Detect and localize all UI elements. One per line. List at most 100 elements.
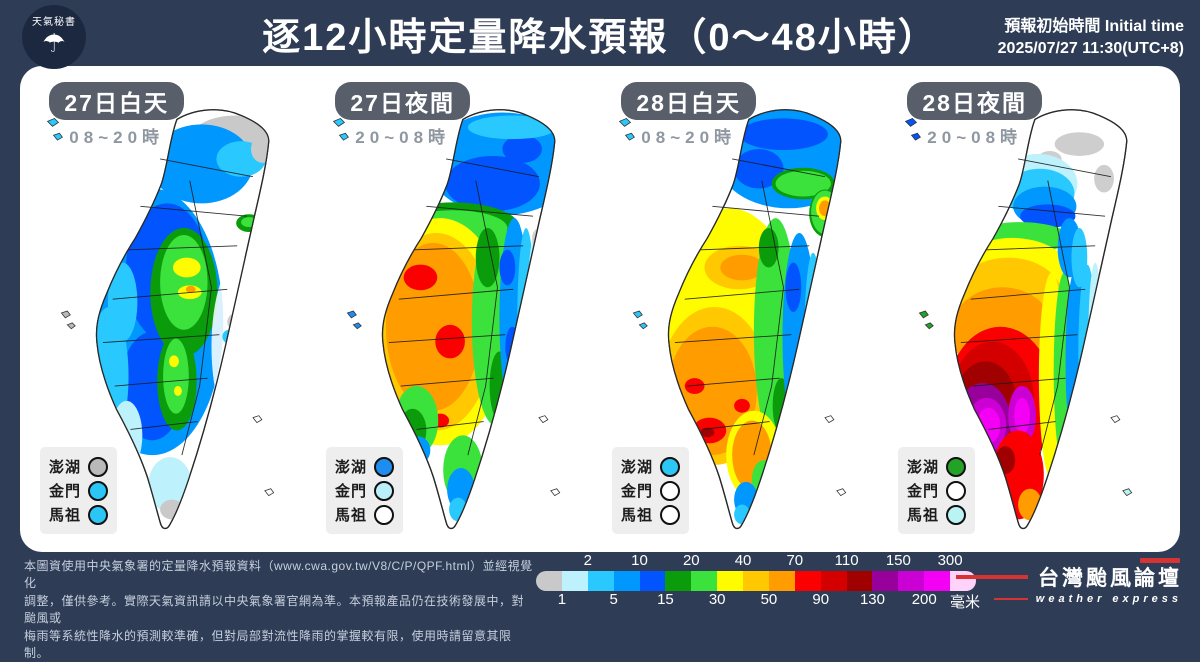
island-row: 澎湖 bbox=[49, 456, 109, 477]
panel-28-day-header: 28日白天 08~20時 bbox=[600, 82, 777, 148]
island-label: 澎湖 bbox=[907, 459, 940, 476]
initial-time-block: 預報初始時間 Initial time 2025/07/27 11:30(UTC… bbox=[998, 16, 1184, 59]
island-color-dot bbox=[88, 456, 109, 477]
panel-title-badge: 27日夜間 bbox=[335, 82, 470, 120]
brand-tag-mark bbox=[1140, 558, 1180, 563]
panel-27-night-header: 27日夜間 20~08時 bbox=[314, 82, 491, 148]
panel-time-range: 20~08時 bbox=[927, 128, 1023, 147]
scale-segment bbox=[613, 571, 640, 591]
island-row: 金門 bbox=[621, 480, 681, 501]
island-label: 金門 bbox=[49, 483, 82, 500]
islands-legend: 澎湖 金門 馬祖 bbox=[612, 447, 690, 534]
footer: 本圖資使用中央氣象署的定量降水預報資料（www.cwa.gov.tw/V8/C/… bbox=[0, 552, 1200, 660]
islands-legend: 澎湖 金門 馬祖 bbox=[326, 447, 404, 534]
island-color-dot bbox=[374, 456, 395, 477]
island-color-dot bbox=[660, 504, 681, 525]
panel-27-night: 27日夜間 20~08時 bbox=[314, 74, 600, 546]
rain-map-28-day bbox=[618, 109, 847, 530]
forecast-card: 27日白天 08~20時 bbox=[20, 66, 1180, 552]
scale-segment bbox=[743, 571, 769, 591]
island-label: 馬祖 bbox=[335, 507, 368, 524]
brand-red-dash bbox=[956, 575, 1028, 579]
scale-segment bbox=[639, 571, 666, 591]
scale-tick-label: 15 bbox=[657, 591, 674, 608]
scale-segment bbox=[872, 571, 899, 591]
scale-segment bbox=[794, 571, 821, 591]
scale-tick-label: 50 bbox=[760, 591, 778, 608]
island-label: 馬祖 bbox=[621, 507, 654, 524]
island-color-dot bbox=[660, 480, 681, 501]
scale-segment bbox=[536, 571, 562, 591]
scale-segment bbox=[898, 571, 925, 591]
scale-tick-label: 1 bbox=[557, 591, 567, 608]
panel-27-day: 27日白天 08~20時 bbox=[28, 74, 314, 546]
island-label: 金門 bbox=[621, 483, 654, 500]
initial-time-label: 預報初始時間 Initial time bbox=[1004, 18, 1184, 35]
initial-time-value: 2025/07/27 11:30(UTC+8) bbox=[997, 39, 1184, 57]
panel-title-badge: 27日白天 bbox=[49, 82, 184, 120]
panel-title-badge: 28日白天 bbox=[621, 82, 756, 120]
island-row: 金門 bbox=[49, 480, 109, 501]
island-row: 澎湖 bbox=[335, 456, 395, 477]
scale-tick-label: 300 bbox=[937, 552, 963, 569]
island-row: 金門 bbox=[907, 480, 967, 501]
island-color-dot bbox=[374, 504, 395, 525]
site-logo: 天氣秘書 ☂ bbox=[22, 5, 86, 69]
scale-tick-label: 70 bbox=[786, 552, 804, 569]
scale-segment bbox=[846, 571, 873, 591]
scale-tick-label: 200 bbox=[911, 591, 937, 608]
scale-tick-label: 5 bbox=[609, 591, 618, 608]
islands-legend: 澎湖 金門 馬祖 bbox=[898, 447, 976, 534]
island-color-dot bbox=[88, 504, 109, 525]
island-row: 馬祖 bbox=[907, 504, 967, 525]
scale-bar bbox=[536, 571, 976, 591]
scale-tick-label: 150 bbox=[885, 552, 911, 569]
brand-subtitle: weather express bbox=[1035, 593, 1182, 605]
scale-segment bbox=[691, 571, 718, 591]
panel-time-range: 08~20時 bbox=[641, 128, 737, 147]
rainfall-color-scale: 2 10 20 40 70 110 150 300 1 5 15 30 50 90 130 200 毫米 bbox=[536, 552, 980, 611]
island-label: 馬祖 bbox=[907, 507, 940, 524]
island-color-dot bbox=[946, 456, 967, 477]
brand-red-line bbox=[993, 598, 1028, 600]
island-label: 馬祖 bbox=[49, 507, 82, 524]
disclaimer-line: 調整，僅供參考。實際天氣資訊請以中央氣象署官網為準。本預報產品仍在技術發展中，對… bbox=[24, 593, 525, 626]
panel-title-badge: 28日夜間 bbox=[907, 82, 1042, 120]
island-color-dot bbox=[88, 480, 109, 501]
disclaimer: 本圖資使用中央氣象署的定量降水預報資料（www.cwa.gov.tw/V8/C/… bbox=[24, 558, 536, 662]
rain-map-28-night bbox=[904, 109, 1133, 530]
island-label: 澎湖 bbox=[49, 459, 82, 476]
scale-tick-label: 10 bbox=[631, 552, 648, 569]
scale-segment bbox=[820, 571, 847, 591]
scale-tick-label: 90 bbox=[812, 591, 830, 608]
scale-tick-label: 110 bbox=[834, 552, 859, 569]
panel-28-night-header: 28日夜間 20~08時 bbox=[886, 82, 1063, 148]
disclaimer-line: 梅雨等系統性降水的預測較準確，但對局部對流性降雨的掌握較有限，使用時請留意其限制… bbox=[24, 628, 512, 660]
disclaimer-line: 本圖資使用中央氣象署的定量降水預報資料（www.cwa.gov.tw/V8/C/… bbox=[24, 559, 533, 591]
scale-segment bbox=[587, 571, 614, 591]
brand-logo: 台灣颱風論壇 weather express bbox=[956, 558, 1182, 605]
panel-time-range: 08~20時 bbox=[69, 128, 165, 147]
rain-map-27-day bbox=[46, 109, 275, 530]
page-title: 逐12小時定量降水預報（0～48小時） bbox=[262, 17, 938, 59]
island-label: 金門 bbox=[335, 483, 368, 500]
island-row: 金門 bbox=[335, 480, 395, 501]
umbrella-icon: ☂ bbox=[42, 28, 66, 58]
scale-segment bbox=[665, 571, 692, 591]
panel-27-day-header: 27日白天 08~20時 bbox=[28, 82, 205, 148]
panel-28-day: 28日白天 08~20時 bbox=[600, 74, 886, 546]
scale-tick-label: 2 bbox=[583, 552, 592, 569]
panel-time-range: 20~08時 bbox=[355, 128, 451, 147]
scale-segment bbox=[924, 571, 950, 591]
island-color-dot bbox=[946, 504, 967, 525]
rain-map-27-night bbox=[332, 109, 561, 530]
scale-tick-label: 20 bbox=[682, 552, 700, 569]
scale-tick-label: 30 bbox=[708, 591, 726, 608]
header: 天氣秘書 ☂ 逐12小時定量降水預報（0～48小時） 預報初始時間 Initia… bbox=[0, 0, 1200, 69]
scale-unit: 毫米 bbox=[949, 594, 981, 611]
island-row: 馬祖 bbox=[335, 504, 395, 525]
island-label: 澎湖 bbox=[621, 459, 654, 476]
scale-segment bbox=[561, 571, 588, 591]
island-label: 金門 bbox=[907, 483, 940, 500]
island-color-dot bbox=[374, 480, 395, 501]
